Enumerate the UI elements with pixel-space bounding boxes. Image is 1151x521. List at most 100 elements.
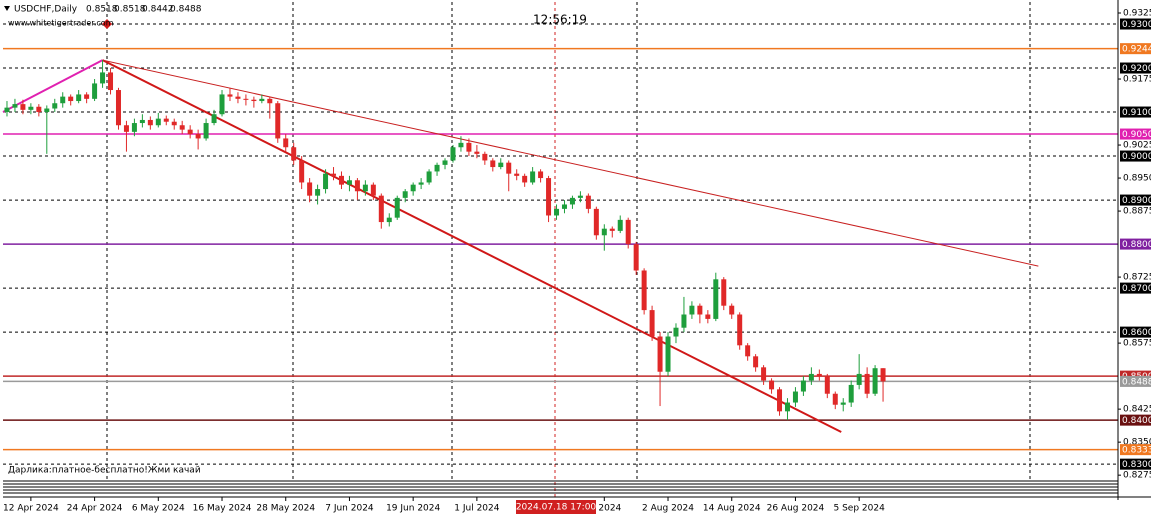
website: www.whitetigertrader.com bbox=[8, 19, 114, 28]
candle-body bbox=[466, 142, 472, 152]
candle-body bbox=[76, 94, 82, 102]
candle-body bbox=[840, 402, 846, 405]
menu-arrow bbox=[4, 6, 10, 11]
candle-body bbox=[721, 279, 727, 306]
y-tick-label: 0.8725 bbox=[1123, 273, 1151, 283]
candle-body bbox=[872, 368, 878, 394]
candle-body bbox=[585, 195, 591, 209]
candle-body bbox=[641, 270, 647, 311]
x-tick-label: 2 Aug 2024 bbox=[642, 504, 694, 514]
x-tick-label: 19 Jun 2024 bbox=[386, 504, 440, 514]
candle-body bbox=[44, 108, 50, 113]
y-tick-label: 0.8575 bbox=[1123, 339, 1151, 349]
trendline bbox=[102, 59, 1039, 267]
level-label: 0.8800 bbox=[1122, 240, 1151, 250]
candle-body bbox=[338, 175, 344, 185]
candle-body bbox=[506, 162, 512, 174]
x-tick-label: 7 Jun 2024 bbox=[325, 504, 374, 514]
level-box bbox=[1120, 106, 1151, 118]
candle-body bbox=[139, 119, 145, 124]
level-box bbox=[1120, 444, 1151, 456]
candle-body bbox=[769, 380, 775, 390]
candle-body bbox=[554, 208, 560, 216]
level-box bbox=[1120, 238, 1151, 250]
candle-body bbox=[267, 98, 273, 104]
candle-body bbox=[410, 184, 416, 192]
candle-body bbox=[514, 173, 520, 176]
candle-body bbox=[522, 175, 528, 183]
level-label: 0.8400 bbox=[1122, 416, 1151, 426]
candle-body bbox=[370, 184, 376, 196]
candle-body bbox=[323, 173, 329, 190]
candle-body bbox=[418, 182, 424, 185]
level-label: 0.9300 bbox=[1122, 20, 1151, 30]
candle-body bbox=[100, 72, 106, 84]
level-box bbox=[1120, 414, 1151, 426]
candle-body bbox=[569, 197, 575, 205]
candle-body bbox=[665, 336, 671, 372]
level-label: 0.8333 bbox=[1122, 446, 1151, 456]
candle-body bbox=[68, 96, 74, 102]
candle-body bbox=[705, 314, 711, 319]
level-label: 0.9200 bbox=[1122, 64, 1151, 74]
candle-body bbox=[362, 184, 368, 192]
candle-body bbox=[458, 142, 464, 148]
candle-body bbox=[546, 178, 552, 216]
level-box bbox=[1120, 326, 1151, 338]
frame bbox=[3, 0, 1151, 500]
candle-body bbox=[482, 153, 488, 161]
candle-body bbox=[689, 305, 695, 315]
x-tick-label: 12 Apr 2024 bbox=[3, 504, 59, 514]
candle-body bbox=[235, 96, 241, 99]
candle-body bbox=[856, 373, 862, 385]
candles bbox=[4, 60, 886, 421]
y-tick-label: 0.8275 bbox=[1123, 471, 1151, 481]
level-box bbox=[1120, 375, 1151, 387]
candle-body bbox=[163, 118, 169, 122]
candle-body bbox=[187, 129, 193, 135]
level-label: 0.9244 bbox=[1122, 45, 1151, 55]
x-tick-label: 16 May 2024 bbox=[193, 504, 252, 514]
x-tick-label: 5 Sep 2024 bbox=[833, 504, 885, 514]
candle-body bbox=[450, 147, 456, 161]
candle-body bbox=[609, 228, 615, 231]
candle-body bbox=[108, 72, 114, 91]
level-label: 0.9050 bbox=[1122, 130, 1151, 140]
candle-body bbox=[283, 138, 289, 148]
level-label: 0.8900 bbox=[1122, 196, 1151, 206]
x-tick-label: 24 Apr 2024 bbox=[67, 504, 123, 514]
candle-body bbox=[20, 104, 26, 110]
candle-body bbox=[378, 195, 384, 223]
candle-body bbox=[474, 151, 480, 154]
candle-body bbox=[737, 314, 743, 346]
level-label: 0.9000 bbox=[1122, 152, 1151, 162]
trendlines bbox=[2, 59, 1039, 433]
level-box bbox=[1120, 194, 1151, 206]
low: 0.8442 bbox=[142, 5, 174, 15]
candle-body bbox=[657, 336, 663, 372]
candle-body bbox=[561, 204, 567, 209]
crosshair-box bbox=[516, 500, 596, 514]
y-tick-label: 0.8875 bbox=[1123, 207, 1151, 217]
x-tick-label: 26 Aug 2024 bbox=[767, 504, 825, 514]
candle-body bbox=[299, 160, 305, 183]
candle-body bbox=[28, 106, 34, 110]
level-box bbox=[1120, 18, 1151, 30]
candle-body bbox=[880, 368, 886, 382]
candle-body bbox=[673, 327, 679, 337]
candle-body bbox=[538, 171, 544, 179]
levels bbox=[3, 23, 1118, 465]
candle-body bbox=[12, 104, 18, 108]
candle-body bbox=[864, 373, 870, 394]
candle-body bbox=[848, 384, 854, 403]
level-box bbox=[1120, 43, 1151, 55]
candle-body bbox=[824, 376, 830, 394]
candle-body bbox=[227, 94, 233, 97]
level-box bbox=[1120, 282, 1151, 294]
candle-body bbox=[92, 83, 98, 99]
